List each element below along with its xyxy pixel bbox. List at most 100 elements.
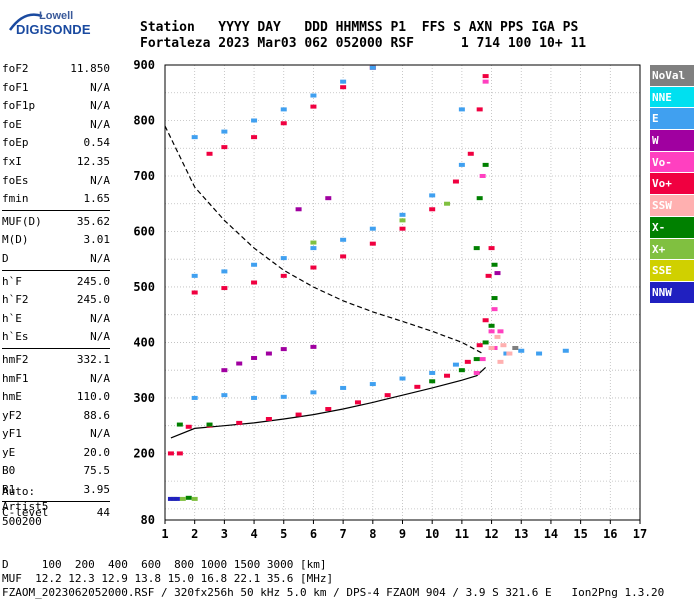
echo-point-vo- [251, 135, 258, 140]
param-name: hmE [2, 390, 22, 404]
param-name: foEp [2, 136, 29, 150]
x-tick-label: 11 [455, 527, 469, 541]
param-name: h`F [2, 274, 22, 288]
param-row: yF2 88.6 [2, 407, 110, 426]
echo-point-vo- [280, 121, 287, 126]
param-separator [2, 269, 110, 271]
echo-point-w [236, 361, 243, 366]
param-value: 110.0 [76, 390, 110, 404]
echo-point-ssw [506, 351, 513, 356]
param-name: foF1p [2, 99, 36, 113]
echo-point-e [562, 348, 569, 353]
param-separator [2, 209, 110, 211]
param-name: hmF1 [2, 371, 29, 385]
echo-point-vo- [464, 359, 471, 364]
echo-point-e [452, 362, 459, 367]
legend-item: X- [650, 216, 694, 239]
echo-point-w [251, 355, 258, 360]
param-name: D [2, 251, 9, 265]
param-row: hmE 110.0 [2, 388, 110, 407]
param-name: h`E [2, 311, 22, 325]
y-tick-label: 300 [133, 391, 155, 405]
muf-curve [164, 125, 483, 355]
header-values: Fortaleza 2023 Mar03 062 052000 RSF 1 71… [140, 36, 587, 51]
echo-point-e [399, 212, 406, 217]
param-separator [2, 500, 110, 502]
x-tick-label: 3 [221, 527, 228, 541]
param-row: foEp 0.54 [2, 134, 110, 153]
y-tick-label: 400 [133, 335, 155, 349]
echo-point-e [399, 376, 406, 381]
echo-point-vo- [444, 373, 451, 378]
param-row: yF1 N/A [2, 425, 110, 444]
x-tick-label: 10 [425, 527, 439, 541]
param-name: fmin [2, 192, 29, 206]
footer: D 100 200 400 600 800 1000 1500 3000 [km… [2, 558, 664, 600]
echo-point-vo- [167, 451, 174, 456]
param-row: D N/A [2, 250, 110, 269]
echo-point-e [251, 118, 258, 123]
echo-point-ssw [494, 334, 501, 339]
param-name: hmF2 [2, 352, 29, 366]
echo-point-x- [176, 422, 183, 427]
echo-point-e [280, 394, 287, 399]
echo-point-e [536, 351, 543, 356]
echo-point-x- [310, 240, 317, 245]
echo-point-e [369, 382, 376, 387]
legend-item: NNE [650, 86, 694, 109]
echo-point-vo- [185, 424, 192, 429]
param-name: yF1 [2, 427, 22, 441]
echo-point-vo- [340, 254, 347, 259]
plot-frame [164, 64, 641, 521]
echo-point-e [221, 393, 228, 398]
echo-point-ssw [500, 343, 507, 348]
echo-point-e [369, 226, 376, 231]
echo-point-vo- [236, 420, 243, 425]
echo-point-e [191, 135, 198, 140]
param-value: N/A [90, 117, 110, 131]
param-value: 44 [96, 505, 110, 519]
param-value: N/A [90, 330, 110, 344]
y-tick-label: 200 [133, 446, 155, 460]
y-tick-label: 600 [133, 224, 155, 238]
legend-item: W [650, 130, 694, 152]
echo-point-vo- [354, 400, 361, 405]
x-tick-label: 4 [250, 527, 257, 541]
polarization-legend: NoVal NNE E W Vo- Vo+ SSW X- X+ SSE NNW [650, 65, 694, 304]
echo-point-e [221, 269, 228, 274]
echo-point-x- [206, 422, 213, 427]
y-tick-label: 80 [141, 513, 155, 527]
legend-item: NoVal [650, 65, 694, 87]
echo-point-x- [473, 357, 480, 362]
echo-point-x- [179, 496, 186, 501]
param-value: 1.65 [83, 192, 111, 206]
auto-version: 500200 [2, 515, 42, 528]
legend-item: E [650, 108, 694, 131]
param-row: B1 3.95 [2, 481, 110, 500]
echo-point-x- [458, 368, 465, 373]
param-row: hmF1 N/A [2, 370, 110, 389]
scaled-parameters-panel: foF2 11.850 foF1 N/A foF1p N/A foE N/A foEp 0.54 f… [2, 60, 110, 522]
echo-point-vo- [482, 74, 489, 79]
echo-point-vo- [310, 265, 317, 270]
param-row: h`F2 245.0 [2, 291, 110, 310]
echo-point-vo- [191, 290, 198, 295]
echo-point-x- [491, 296, 498, 301]
param-name: M(D) [2, 233, 29, 247]
x-tick-label: 15 [573, 527, 587, 541]
echo-point-vo- [482, 79, 489, 84]
x-tick-label: 5 [280, 527, 287, 541]
x-tick-label: 14 [544, 527, 558, 541]
echo-point-ssw [488, 345, 495, 350]
legend-item: SSW [650, 195, 694, 217]
param-value: N/A [90, 371, 110, 385]
param-value: 0.54 [83, 136, 111, 150]
echo-point-vo- [488, 329, 495, 334]
y-tick-label: 800 [133, 113, 155, 127]
x-tick-label: 12 [484, 527, 498, 541]
x-tick-label: 8 [369, 527, 376, 541]
station-header: Station YYYY DAY DDD HHMMSS P1 FFS S AXN… [140, 20, 586, 52]
param-row: yE 20.0 [2, 444, 110, 463]
legend-item: SSE [650, 260, 694, 282]
echo-point-x- [399, 218, 406, 223]
